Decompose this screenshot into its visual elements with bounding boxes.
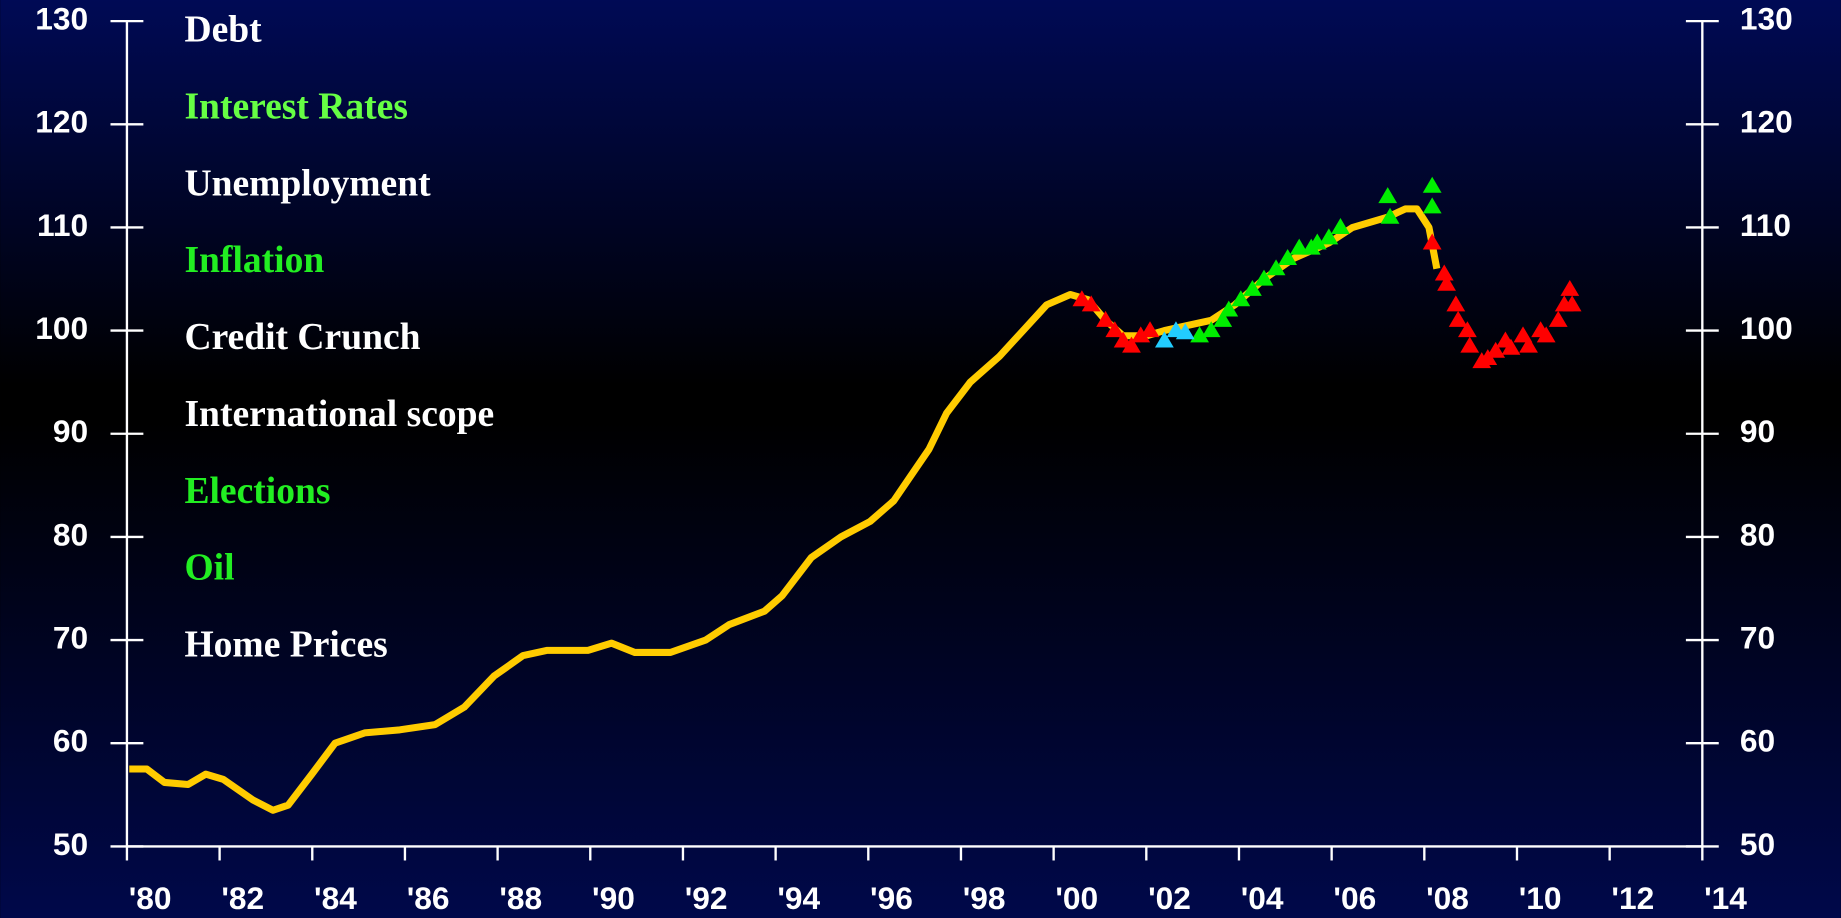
marker [1378,187,1398,204]
annotation: Oil [184,548,234,589]
marker [1446,295,1466,312]
marker [1501,338,1521,355]
marker [1122,336,1141,353]
marker [1140,321,1160,338]
y-tick-label: 110 [37,207,88,243]
x-tick-label: '82 [221,880,264,916]
annotation: Elections [184,471,330,512]
marker [1289,238,1309,255]
marker [1131,326,1151,343]
x-tick-label: '08 [1426,880,1469,916]
y-tick-label: 90 [53,413,88,449]
marker [1213,310,1233,327]
y-tick-label: 80 [53,516,88,552]
marker [1278,249,1298,265]
marker [1458,321,1477,338]
annotation: Credit Crunch [184,317,420,358]
y2-tick-label: 120 [1740,104,1793,140]
y-tick-label: 130 [35,1,88,37]
marker [1254,269,1274,286]
x-tick-label: '00 [1055,880,1098,916]
marker [1434,264,1454,281]
marker [1190,326,1209,343]
marker [1460,336,1480,353]
annotation: Debt [184,9,262,50]
marker [1422,233,1442,250]
y2-tick-label: 90 [1740,413,1775,449]
y2-tick-label: 50 [1740,826,1775,862]
y-tick-label: 100 [35,310,88,346]
y-tick-label: 120 [35,104,88,140]
annotation: Inflation [184,240,324,281]
y-tick-label: 70 [53,619,88,655]
marker [1201,321,1221,338]
marker [1105,321,1125,338]
marker [1175,323,1195,340]
x-tick-label: '14 [1704,880,1747,916]
marker [1154,331,1174,348]
marker [1448,310,1468,327]
marker [1560,279,1580,296]
marker [1266,259,1286,276]
y2-tick-label: 60 [1740,723,1775,759]
marker [1519,336,1538,353]
marker [1231,290,1251,307]
marker [1536,326,1556,343]
y2-tick-label: 130 [1740,1,1793,37]
y2-tick-label: 110 [1740,207,1791,243]
marker [1422,197,1442,214]
x-tick-label: '12 [1611,880,1654,916]
marker [1437,274,1456,291]
marker [1562,295,1582,312]
marker [1486,341,1506,358]
x-tick-label: '90 [592,880,635,916]
x-tick-label: '96 [870,880,913,916]
marker [1219,300,1239,317]
x-tick-label: '10 [1519,880,1562,916]
x-tick-label: '06 [1333,880,1376,916]
annotation: Unemployment [184,163,431,204]
y-tick-label: 50 [53,826,88,862]
marker [1331,218,1350,235]
x-tick-label: '86 [407,880,450,916]
x-tick-label: '80 [129,880,172,916]
marker [1243,279,1262,296]
y2-tick-label: 70 [1740,619,1775,655]
marker [1307,233,1327,250]
x-tick-label: '92 [685,880,728,916]
y2-tick-label: 100 [1740,310,1793,346]
y2-tick-label: 80 [1740,516,1775,552]
annotation: Home Prices [184,625,387,666]
marker [1072,290,1092,307]
marker [1096,310,1115,327]
x-tick-label: '94 [777,880,820,916]
y-tick-label: 60 [53,723,88,759]
annotation: Interest Rates [184,86,407,127]
x-tick-label: '88 [499,880,542,916]
marker [1548,310,1568,327]
marker [1081,295,1101,312]
x-tick-label: '04 [1241,880,1284,916]
x-tick-label: '98 [963,880,1006,916]
marker [1380,207,1400,224]
annotation: International scope [184,394,494,435]
marker [1422,176,1442,193]
x-tick-label: '84 [314,880,357,916]
marker [1319,228,1339,245]
x-tick-label: '02 [1148,880,1191,916]
